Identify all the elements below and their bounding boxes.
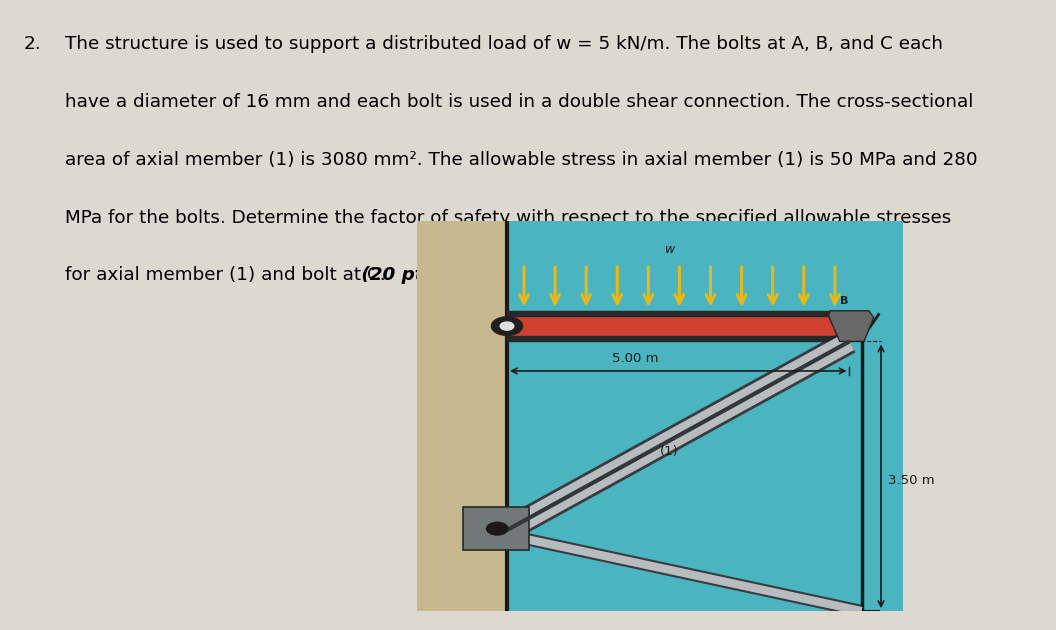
Text: w: w (664, 243, 675, 256)
Text: (20 pts): (20 pts) (355, 266, 442, 285)
Text: area of axial member (1) is 3080 mm². The allowable stress in axial member (1) i: area of axial member (1) is 3080 mm². Th… (65, 151, 978, 169)
Bar (464, 507, 529, 551)
Text: have a diameter of 16 mm and each bolt is used in a double shear connection. The: have a diameter of 16 mm and each bolt i… (65, 93, 974, 111)
Text: The structure is used to support a distributed load of w = 5 kN/m. The bolts at : The structure is used to support a distr… (65, 35, 943, 53)
Polygon shape (829, 311, 873, 341)
Text: 3.50 m: 3.50 m (888, 474, 935, 488)
Text: 2.: 2. (23, 35, 41, 53)
Text: 5.00 m: 5.00 m (612, 352, 659, 365)
Bar (495, 220, 903, 611)
Text: B: B (841, 296, 849, 306)
Circle shape (491, 317, 523, 335)
Text: for axial member (1) and bolt at C.: for axial member (1) and bolt at C. (65, 266, 386, 285)
Text: MPa for the bolts. Determine the factor of safety with respect to the specified : MPa for the bolts. Determine the factor … (65, 209, 951, 227)
Circle shape (501, 322, 514, 330)
Bar (507, 316, 849, 336)
Circle shape (487, 522, 508, 535)
Text: (1): (1) (660, 445, 679, 459)
Bar (417, 220, 507, 611)
